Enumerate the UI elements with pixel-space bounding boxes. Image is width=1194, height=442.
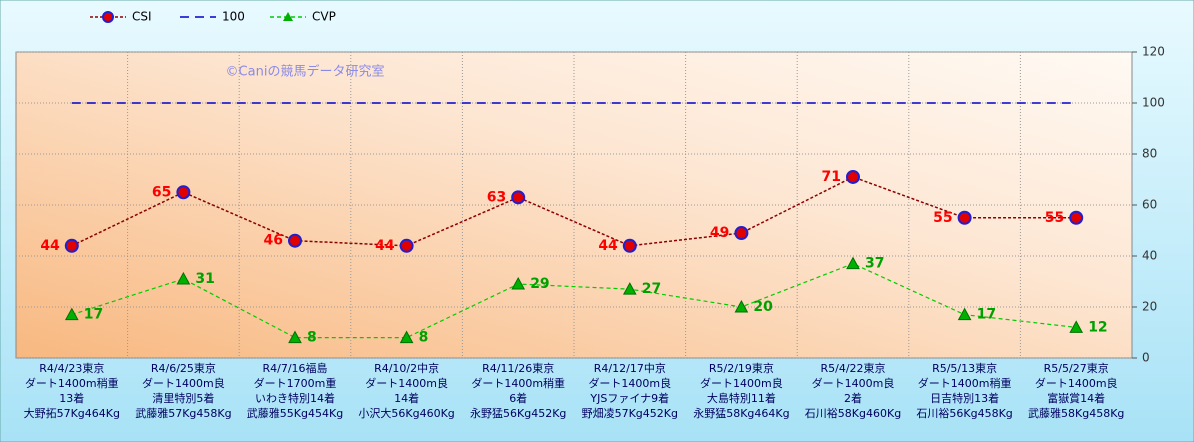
x-tick-label: 武藤雅57Kg458Kg bbox=[135, 406, 231, 420]
x-tick-label: ダート1700m重 bbox=[254, 376, 337, 390]
data-label: 55 bbox=[933, 210, 952, 226]
y-tick-label: 80 bbox=[1142, 147, 1157, 161]
data-label: 44 bbox=[598, 238, 618, 254]
data-label: 20 bbox=[753, 299, 773, 315]
x-tick-label: ダート1400m良 bbox=[1035, 376, 1118, 390]
legend-label: CVP bbox=[312, 10, 336, 24]
x-tick-label: 武藤雅58Kg458Kg bbox=[1028, 406, 1124, 420]
marker bbox=[734, 226, 749, 241]
x-tick-label: YJSファイナ9着 bbox=[589, 391, 669, 405]
legend-label: CSI bbox=[132, 10, 152, 24]
marker bbox=[846, 169, 860, 184]
x-tick-label: 永野猛56Kg452Kg bbox=[470, 406, 566, 420]
data-label: 8 bbox=[419, 330, 429, 346]
data-label: 55 bbox=[1045, 210, 1064, 226]
x-tick-label: R5/5/27東京 bbox=[1044, 361, 1109, 375]
y-tick-label: 20 bbox=[1142, 300, 1157, 314]
y-tick-label: 120 bbox=[1142, 45, 1165, 59]
x-tick-label: 永野猛58Kg464Kg bbox=[693, 406, 789, 420]
x-tick-label: いわき特別14着 bbox=[255, 391, 335, 405]
x-tick-label: 野畑凌57Kg452Kg bbox=[582, 406, 678, 420]
legend-label: 100 bbox=[222, 10, 245, 24]
data-label: 17 bbox=[84, 307, 103, 323]
x-tick-label: ダート1400m稍重 bbox=[25, 376, 119, 390]
marker bbox=[622, 238, 637, 253]
x-tick-label: R4/10/2中京 bbox=[374, 361, 439, 375]
x-tick-label: 石川裕58Kg460Kg bbox=[805, 407, 901, 420]
x-tick-label: R5/5/13東京 bbox=[932, 361, 997, 375]
x-tick-label: R4/6/25東京 bbox=[151, 361, 216, 375]
marker bbox=[957, 307, 972, 321]
legend-marker bbox=[283, 12, 293, 21]
x-tick-label: 富嶽賞14着 bbox=[1047, 391, 1105, 405]
data-label: 8 bbox=[307, 330, 317, 346]
marker bbox=[176, 185, 191, 200]
x-tick-label: ダート1400m稍重 bbox=[471, 376, 565, 390]
x-tick-label: R5/2/19東京 bbox=[709, 361, 774, 375]
y-tick-label: 40 bbox=[1142, 249, 1157, 263]
data-label: 44 bbox=[375, 238, 395, 254]
x-tick-label: 清里特別5着 bbox=[152, 391, 214, 405]
data-label: 29 bbox=[530, 276, 549, 292]
marker bbox=[399, 238, 414, 253]
marker bbox=[399, 330, 414, 344]
x-tick-label: ダート1400m良 bbox=[365, 376, 448, 390]
data-label: 12 bbox=[1088, 319, 1107, 335]
x-tick-label: 日吉特別13着 bbox=[930, 391, 999, 405]
x-tick-label: ダート1400m良 bbox=[588, 376, 671, 390]
x-tick-label: 14着 bbox=[394, 391, 419, 405]
series-line bbox=[71, 176, 1077, 247]
marker bbox=[511, 277, 526, 290]
x-tick-label: R5/4/22東京 bbox=[820, 361, 885, 375]
x-tick-label: 大島特別11着 bbox=[707, 391, 776, 405]
x-tick-label: ダート1400m良 bbox=[700, 376, 783, 390]
data-label: 37 bbox=[865, 256, 884, 272]
marker bbox=[1069, 210, 1084, 225]
marker bbox=[64, 307, 79, 321]
y-tick-label: 60 bbox=[1142, 198, 1157, 212]
y-tick-label: 0 bbox=[1142, 351, 1150, 365]
x-tick-label: 13着 bbox=[59, 391, 84, 405]
data-label: 46 bbox=[264, 233, 283, 249]
marker bbox=[64, 238, 79, 253]
x-tick-label: 2着 bbox=[844, 391, 862, 405]
legend: CSI 100 CVP bbox=[90, 10, 336, 24]
data-label: 31 bbox=[195, 271, 214, 287]
marker bbox=[622, 282, 637, 295]
marker bbox=[734, 299, 749, 313]
series-line bbox=[71, 262, 1077, 339]
marker bbox=[288, 233, 302, 248]
data-label: 44 bbox=[40, 238, 60, 254]
x-tick-label: R4/12/17中京 bbox=[594, 361, 666, 375]
x-tick-label: R4/4/23東京 bbox=[39, 361, 104, 375]
x-tick-label: ダート1400m稍重 bbox=[918, 376, 1012, 390]
x-tick-label: 武藤雅55Kg454Kg bbox=[247, 406, 343, 420]
data-label: 49 bbox=[710, 225, 729, 241]
data-label: 65 bbox=[152, 184, 171, 200]
marker bbox=[1069, 320, 1084, 333]
data-label: 63 bbox=[487, 189, 506, 205]
watermark: ©Caniの競馬データ研究室 bbox=[226, 64, 385, 80]
data-label: 27 bbox=[642, 281, 661, 297]
marker bbox=[288, 330, 302, 344]
x-tick-label: 6着 bbox=[509, 391, 527, 405]
x-tick-label: 大野拓57Kg464Kg bbox=[24, 406, 120, 420]
marker bbox=[957, 210, 972, 225]
x-tick-label: 小沢大56Kg460Kg bbox=[358, 406, 454, 420]
data-label: 17 bbox=[977, 307, 996, 323]
x-tick-label: ダート1400m良 bbox=[812, 376, 895, 390]
marker bbox=[511, 190, 526, 205]
x-tick-label: R4/7/16福島 bbox=[262, 361, 327, 375]
marker bbox=[846, 256, 860, 270]
data-label: 71 bbox=[822, 169, 841, 185]
x-tick-label: 石川裕56Kg458Kg bbox=[916, 407, 1012, 420]
x-tick-label: R4/11/26東京 bbox=[482, 361, 554, 375]
y-tick-label: 100 bbox=[1142, 96, 1165, 110]
marker bbox=[176, 271, 191, 285]
x-tick-label: ダート1400m良 bbox=[142, 376, 225, 390]
legend-marker bbox=[102, 11, 114, 23]
